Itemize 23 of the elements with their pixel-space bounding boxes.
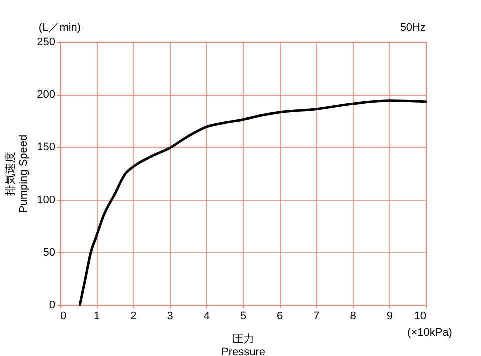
x-tick-label: 0 [60, 310, 67, 322]
text: (L／min) [38, 22, 82, 34]
y-tick-label: 150 [37, 142, 56, 154]
y-tick-label: 250 [37, 36, 56, 48]
x-tick-label: 1 [94, 310, 100, 322]
x-axis-title: 圧力 Pressure [221, 332, 266, 356]
text: (×10kPa) [408, 327, 452, 339]
x-tick-label: 8 [350, 310, 356, 322]
x-tick-label: 4 [204, 310, 210, 322]
x-tick-label: 7 [314, 310, 320, 322]
y-tick-label: 100 [37, 194, 56, 206]
x-tick-label: 6 [277, 310, 284, 322]
x-tick-label: 5 [240, 310, 247, 322]
x-tick-label: 9 [386, 310, 393, 322]
y-tick-label: 50 [43, 246, 56, 259]
y-tick-label: 200 [37, 89, 56, 102]
y-axis-title: 排気速度 Pumping Speed [4, 134, 30, 214]
x-tick-label: 10 [414, 310, 426, 322]
text: 50Hz [400, 22, 426, 34]
x-tick-label: 3 [167, 310, 174, 322]
line-series [78, 100, 428, 306]
x-tick-label: 2 [130, 310, 137, 322]
y-tick-label: 0 [49, 300, 56, 312]
